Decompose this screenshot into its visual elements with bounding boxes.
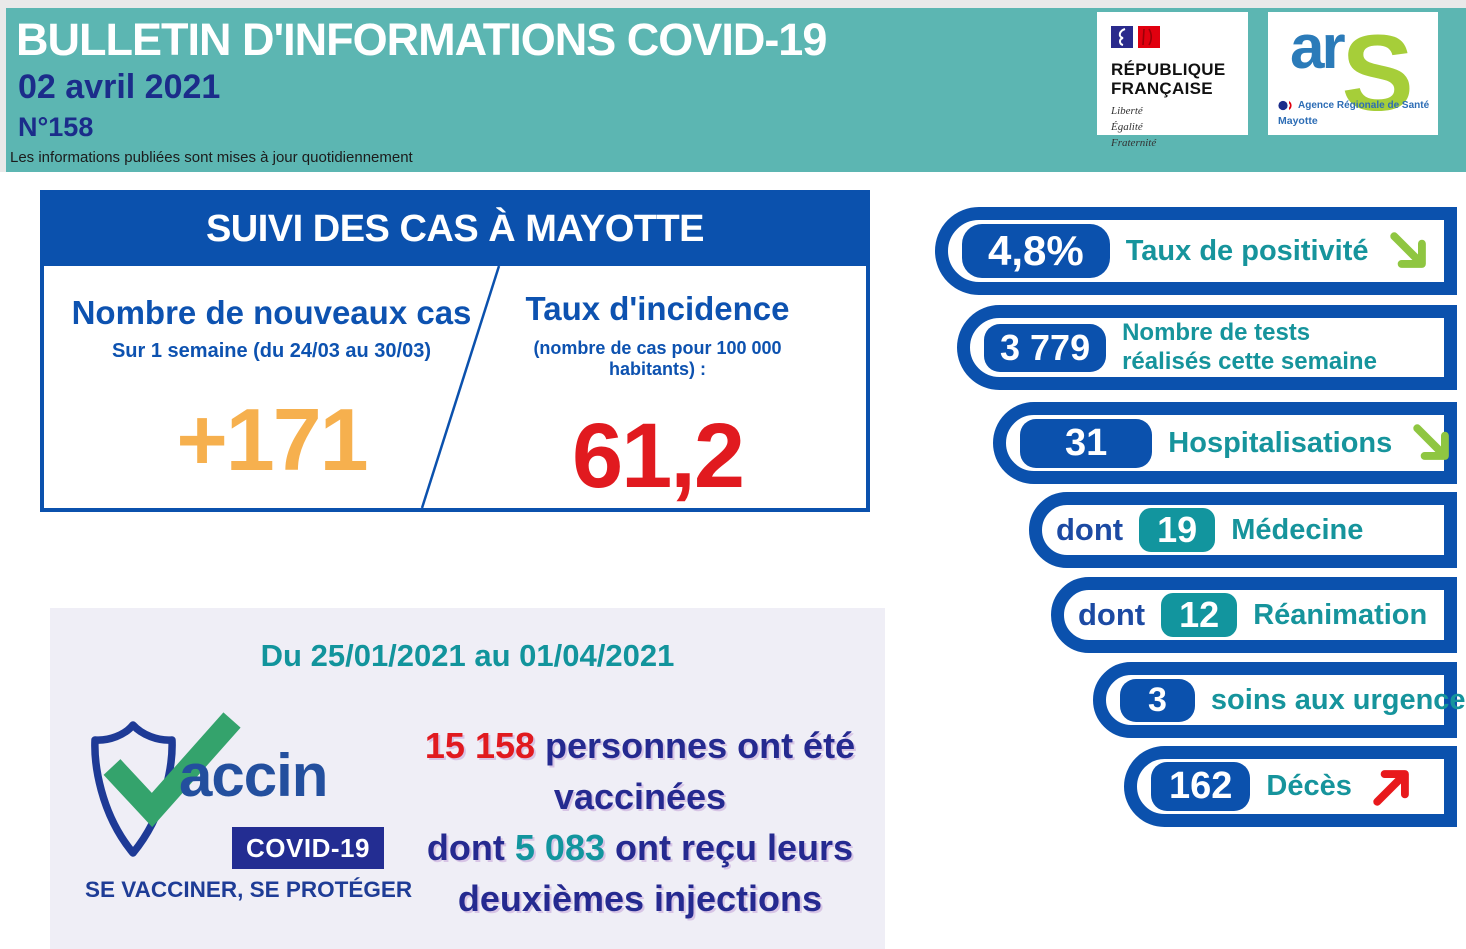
vaccin-covid19-logo: accin COVID-19 SE VACCINER, SE PROTÉGER <box>85 703 415 943</box>
republique-francaise-logo: RÉPUBLIQUE FRANÇAISE Liberté Égalité Fra… <box>1097 12 1248 149</box>
rf-name: RÉPUBLIQUE FRANÇAISE <box>1111 60 1248 98</box>
vaccination-summary: 15 158 personnes ont été vaccinées dont … <box>415 720 865 924</box>
header-issue: N°158 <box>18 112 94 142</box>
page-edge-left <box>0 8 6 172</box>
stat-value-badge: 12 <box>1161 593 1238 637</box>
trend-up-icon <box>1373 769 1409 806</box>
incidence-value: 61,2 <box>571 405 745 507</box>
stat-label: Médecine <box>1231 513 1364 546</box>
incidence-column: Taux d'incidence (nombre de cas pour 100… <box>499 266 866 508</box>
trend-down-icon <box>1389 232 1426 268</box>
stat-prefix: dont <box>1078 597 1146 632</box>
shield-check-icon <box>91 712 241 857</box>
stat-value-badge: 31 <box>1020 418 1153 468</box>
stat-pill-urgences: 3 soins aux urgences <box>1093 662 1466 738</box>
stat-pill-hospitalisations: 31 Hospitalisations <box>993 402 1457 484</box>
stat-label: soins aux urgences <box>1210 683 1466 716</box>
stat-pill-medecine: dont 19 Médecine <box>1029 492 1457 568</box>
stat-value-badge: 4,8% <box>962 224 1110 278</box>
trend-down-icon <box>1413 424 1450 460</box>
french-flag-icon <box>1111 26 1160 48</box>
incidence-subtitle: (nombre de cas pour 100 000 habitants) : <box>533 338 782 379</box>
new-cases-value: +171 <box>176 390 368 489</box>
stat-label: Hospitalisations <box>1168 426 1393 459</box>
vaccin-brand-text: accin <box>179 742 328 809</box>
header-note: Les informations publiées sont mises à j… <box>10 149 413 166</box>
stat-pill-reanimation: dont 12 Réanimation <box>1051 577 1457 653</box>
stat-value-badge: 162 <box>1151 762 1251 811</box>
vaccinated-line2: vaccinées <box>553 776 727 817</box>
suivi-body: Nombre de nouveaux cas Sur 1 semaine (du… <box>44 266 866 508</box>
vaccinated-line4: deuxièmes injections <box>457 878 823 919</box>
stat-prefix: dont <box>1056 512 1124 547</box>
stat-value-badge: 3 <box>1120 678 1195 722</box>
vaccination-period: Du 25/01/2021 au 01/04/2021 <box>260 638 675 673</box>
incidence-title: Taux d'incidence <box>525 290 790 327</box>
new-cases-subtitle: Sur 1 semaine (du 24/03 au 30/03) <box>111 340 432 362</box>
rf-name-line1: RÉPUBLIQUE <box>1111 60 1226 79</box>
ars-region: Mayotte <box>1278 115 1318 127</box>
header-date: 02 avril 2021 <box>18 68 221 106</box>
ars-wordmark: arS <box>1290 12 1414 133</box>
page-title: BULLETIN D'INFORMATIONS COVID-19 <box>16 14 827 65</box>
vaccinated-line1: 15 158 personnes ont été <box>424 725 856 766</box>
header-banner: BULLETIN D'INFORMATIONS COVID-19 02 avri… <box>6 8 1466 172</box>
rf-motto: Liberté Égalité Fraternité <box>1111 105 1157 149</box>
stat-label: Décès <box>1266 770 1352 802</box>
stat-value-badge: 19 <box>1139 508 1216 552</box>
new-cases-title: Nombre de nouveaux cas <box>71 294 472 331</box>
stat-value-badge: 3 779 <box>984 323 1107 372</box>
new-cases-column: Nombre de nouveaux cas Sur 1 semaine (du… <box>44 266 499 508</box>
covid19-label: COVID-19 <box>232 827 384 869</box>
stat-pill-tests: 3 779 Nombre de tests réalisés cette sem… <box>957 305 1457 390</box>
page-edge-top <box>0 0 1466 8</box>
rf-name-line2: FRANÇAISE <box>1111 79 1213 99</box>
stat-label: Réanimation <box>1253 598 1428 631</box>
ars-mark-icon <box>1278 100 1292 111</box>
stat-pill-deces: 162 Décès <box>1124 746 1457 827</box>
ars-logo: arS Agence Régionale de Santé Mayotte <box>1268 12 1438 135</box>
ars-subtitle: Agence Régionale de Santé <box>1278 100 1429 111</box>
suivi-title: SUIVI DES CAS À MAYOTTE <box>44 194 866 266</box>
stat-label: Taux de positivité <box>1125 234 1369 267</box>
stat-label: Nombre de tests réalisés cette semaine <box>1122 318 1377 375</box>
suivi-panel: SUIVI DES CAS À MAYOTTE Nombre de nouvea… <box>40 190 870 512</box>
diagonal-divider <box>420 266 501 508</box>
vaccinated-line3: dont 5 083 ont reçu leurs <box>426 827 854 868</box>
stat-pill-taux-positivite: 4,8% Taux de positivité <box>935 207 1457 295</box>
vaccin-tagline: SE VACCINER, SE PROTÉGER <box>85 877 413 902</box>
vaccination-panel: Du 25/01/2021 au 01/04/2021 accin COVID-… <box>50 608 885 949</box>
